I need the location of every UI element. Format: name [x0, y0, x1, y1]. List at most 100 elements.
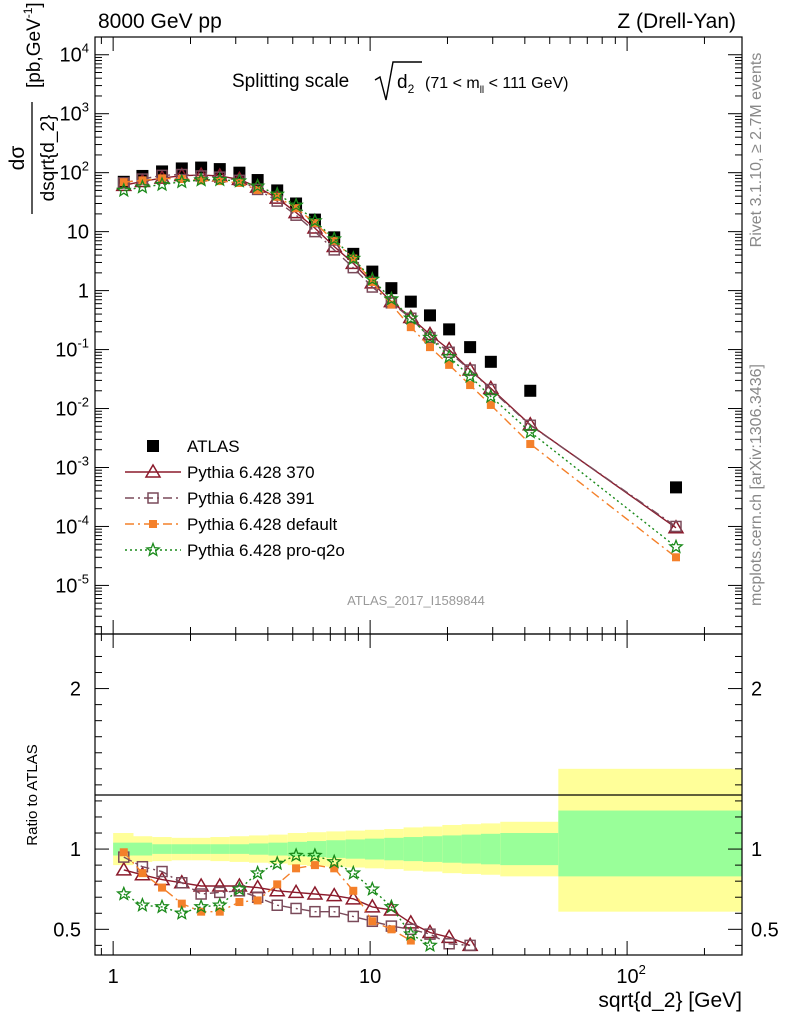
- ratio-inner-band: [558, 810, 742, 877]
- ratio-point: [215, 907, 224, 916]
- ratio-point: [154, 898, 170, 914]
- ylabel-units: [pb,GeV-1]: [21, 2, 45, 88]
- analysis-watermark: ATLAS_2017_I1589844: [347, 593, 485, 608]
- ratio-series-1: [118, 851, 476, 952]
- main-point: [526, 440, 535, 449]
- ratio-y-axis-label: Ratio to ATLAS: [24, 744, 41, 845]
- legend-label: Pythia 6.428 370: [187, 463, 315, 482]
- ratio-inner-band: [403, 837, 423, 862]
- main-point: [464, 341, 477, 354]
- ratio-point: [366, 915, 379, 928]
- main-y-tick-label: 10-1: [55, 336, 89, 362]
- ratio-y-tick-label-right: 0.5: [751, 919, 779, 941]
- ratio-point: [231, 877, 248, 892]
- ratio-inner-band: [171, 844, 192, 854]
- main-point: [115, 182, 132, 198]
- main-point: [211, 171, 228, 187]
- legend-entry: Pythia 6.428 default: [125, 515, 338, 534]
- ylabel-denominator: dsqrt{d_2}: [38, 115, 59, 202]
- ratio-point: [330, 864, 339, 873]
- main-point: [235, 178, 244, 187]
- ratio-point: [269, 855, 286, 871]
- legend-label: Pythia 6.428 391: [187, 489, 315, 508]
- main-series-line: [123, 177, 677, 558]
- main-y-tick-label: 104: [60, 41, 89, 67]
- ratio-point: [364, 880, 381, 896]
- main-point: [173, 173, 190, 189]
- main-point: [482, 379, 500, 395]
- main-point: [326, 230, 343, 246]
- main-point: [307, 212, 323, 228]
- main-series-4: [115, 171, 684, 554]
- ratio-point: [253, 896, 262, 905]
- ratio-point: [290, 902, 302, 915]
- plot-title: Splitting scale: [232, 71, 349, 92]
- main-point: [462, 368, 479, 384]
- main-point: [154, 176, 170, 192]
- ratio-point: [422, 937, 438, 953]
- ratio-point: [235, 898, 244, 907]
- main-point: [406, 323, 415, 332]
- ratio-inner-band: [191, 844, 211, 854]
- ratio-point: [115, 861, 133, 876]
- main-point: [364, 271, 381, 287]
- main-point: [269, 186, 286, 201]
- ratio-inner-band: [461, 834, 481, 864]
- mcplots-label: mcplots.cern.ch [arXiv:1306.3436]: [748, 364, 765, 606]
- main-plot-panel: 10-5 10-4 10-3 10-2 10-1 1 10 102 103 104 Splitti…: [6, 2, 743, 635]
- ratio-x-tick-label: 10: [359, 966, 381, 988]
- ratio-point: [192, 877, 210, 892]
- ylabel-numerator: dσ: [6, 146, 29, 171]
- ratio-point: [273, 880, 282, 889]
- ratio-y-tick-label: 0.5: [53, 919, 81, 941]
- legend-marker: [147, 492, 159, 504]
- main-point: [486, 400, 495, 409]
- main-point: [443, 346, 455, 359]
- main-point: [134, 178, 151, 194]
- ratio-x-tick-label: 102: [616, 962, 645, 988]
- main-point: [288, 197, 304, 212]
- main-point: [422, 329, 438, 345]
- main-y-tick-label: 10: [67, 222, 89, 244]
- ratio-y-tick-label-right: 1: [751, 839, 762, 861]
- ratio-point: [158, 883, 167, 892]
- main-point: [249, 177, 266, 193]
- ratio-point: [328, 905, 340, 918]
- ratio-inner-band: [480, 833, 501, 865]
- ratio-inner-band: [133, 842, 153, 856]
- ratio-inner-band: [345, 839, 365, 859]
- ratio-point: [368, 917, 377, 926]
- rivet-version-label: Rivet 3.1.10, ≥ 2.7M events: [748, 53, 765, 248]
- ratio-point: [197, 907, 206, 916]
- legend-marker: [145, 541, 161, 557]
- main-point: [402, 309, 419, 325]
- ratio-point: [405, 923, 417, 936]
- ratio-plot-panel: 0.5 0.5 1 1 2 2 1 10 102 Ratio to ATLAS sqrt{d_2…: [24, 633, 779, 1012]
- legend-entry: Pythia 6.428 pro-q2o: [125, 541, 345, 560]
- main-point: [670, 520, 682, 533]
- ratio-point: [176, 877, 188, 889]
- main-point: [445, 360, 454, 369]
- ratio-point: [271, 899, 283, 911]
- plot-title-sqrt-arg: d2: [397, 72, 415, 96]
- ratio-point: [211, 896, 228, 912]
- ratio-series-line: [123, 869, 471, 947]
- sqrt-symbol: [374, 61, 422, 101]
- main-point: [524, 384, 537, 397]
- main-y-tick-label: 102: [60, 159, 89, 185]
- ratio-plot-frame: [94, 633, 743, 956]
- main-point: [119, 178, 128, 187]
- legend-entry: Pythia 6.428 370: [125, 463, 315, 482]
- ratio-inner-band: [442, 835, 462, 863]
- plot-title-prefix: Splitting scale: [232, 71, 349, 92]
- ratio-x-tick-label: 1: [108, 966, 119, 988]
- ratio-inner-band: [364, 838, 385, 860]
- main-y-tick-label: 10-5: [55, 571, 89, 597]
- x-axis-label: sqrt{d_2} [GeV]: [598, 989, 742, 1012]
- ratio-inner-band: [249, 843, 269, 855]
- ratio-point: [326, 853, 343, 869]
- main-point: [522, 423, 539, 439]
- main-point: [524, 419, 537, 432]
- ratio-point: [173, 905, 190, 920]
- ratio-inner-band: [268, 842, 288, 856]
